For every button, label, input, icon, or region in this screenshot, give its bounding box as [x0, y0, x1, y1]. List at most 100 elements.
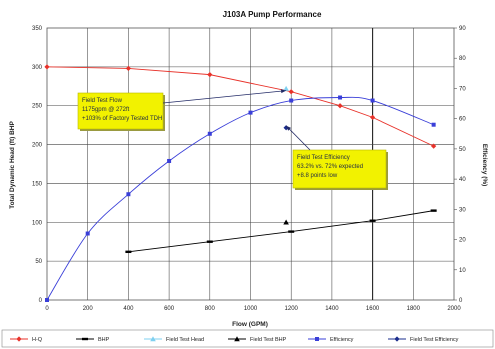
- legend-marker: [234, 336, 240, 342]
- legend-label: Field Test Efficiency: [410, 337, 459, 343]
- x-tick-label: 400: [123, 306, 134, 312]
- data-point-efficiency: [45, 298, 49, 302]
- legend-item-field-test-head: Field Test Head: [144, 336, 204, 343]
- x-tick-label: 0: [45, 306, 49, 312]
- annotation-arrowhead: [280, 89, 287, 94]
- data-point-efficiency: [167, 158, 172, 163]
- series-line-efficiency: [46, 96, 434, 301]
- data-point-h-q: [288, 89, 294, 95]
- y-axis-left-title: Total Dynamic Head (ft) BHP: [9, 121, 16, 209]
- y-left-tick-label: 350: [32, 26, 43, 32]
- data-point-efficiency: [370, 98, 375, 103]
- data-point-bhp: [430, 209, 437, 212]
- y-left-tick-label: 250: [32, 104, 43, 110]
- legend-marker: [16, 336, 22, 342]
- legend-label: Field Test Head: [166, 337, 204, 343]
- x-tick-label: 1000: [244, 306, 258, 312]
- annotation-box: [77, 92, 164, 130]
- legend-label: BHP: [98, 337, 110, 343]
- data-point-h-q: [431, 143, 437, 149]
- chart-title: J103A Pump Performance: [223, 10, 322, 19]
- series-field-test-head: [283, 85, 289, 91]
- y-right-tick-label: 30: [459, 207, 466, 213]
- legend-item-field-test-bhp: Field Test BHP: [228, 336, 287, 343]
- annotation-arrow: [162, 90, 287, 104]
- data-point-efficiency: [289, 98, 294, 103]
- data-point-efficiency: [85, 231, 90, 236]
- x-tick-label: 1400: [325, 306, 339, 312]
- data-point-efficiency: [338, 95, 343, 100]
- annotation-callout: Field Test Efficiency 63.2% vs. 72% expec…: [285, 125, 388, 190]
- y-right-tick-label: 20: [459, 238, 466, 244]
- annotation-text: +8.8 points low: [297, 173, 338, 179]
- y-right-tick-label: 90: [459, 26, 466, 32]
- data-point-h-q: [370, 114, 376, 120]
- y-axis-right-title: Efficiency (%): [481, 144, 488, 187]
- annotation-arrowhead: [286, 125, 292, 131]
- annotation-text: 63.2% vs. 72% expected: [297, 164, 363, 170]
- y-right-tick-label: 10: [459, 268, 466, 274]
- y-right-tick-label: 40: [459, 177, 466, 183]
- y-right-tick-label: 80: [459, 56, 466, 62]
- annotations: Field Test Flow 1175gpm @ 272ft +103% of F…: [77, 89, 388, 190]
- annotation-text: Field Test Efficiency: [297, 155, 350, 161]
- data-point-bhp: [206, 240, 213, 243]
- legend-item-h-q: H-Q: [10, 336, 43, 343]
- x-tick-label: 800: [205, 306, 216, 312]
- data-point-h-q: [125, 65, 131, 72]
- legend-label: Efficiency: [330, 337, 354, 343]
- data-point-h-q: [44, 64, 50, 70]
- series-efficiency: [45, 95, 436, 302]
- y-right-tick-label: 0: [459, 298, 463, 304]
- y-left-tick-label: 100: [32, 220, 43, 226]
- annotation-text: Field Test Flow: [82, 98, 123, 104]
- legend-marker: [394, 336, 400, 342]
- axis-ticks: 0 200 400 600 800 1000 1200 1400 1600 1800 2000050…: [32, 26, 466, 312]
- data-point-field-test-head: [283, 85, 289, 91]
- annotation-text: 1175gpm @ 272ft: [82, 107, 130, 113]
- x-tick-label: 1800: [407, 306, 421, 312]
- x-tick-label: 2000: [447, 306, 461, 312]
- data-point-bhp: [369, 219, 376, 222]
- data-point-h-q: [337, 103, 343, 109]
- data-point-bhp: [125, 250, 132, 254]
- x-tick-label: 600: [164, 306, 175, 312]
- y-left-tick-label: 300: [32, 65, 43, 71]
- annotation-text: +103% of Factory Tested TDH: [82, 116, 162, 122]
- data-point-efficiency: [207, 131, 212, 136]
- data-point-field-test-efficiency: [283, 125, 289, 131]
- legend-marker: [315, 337, 319, 341]
- data-point-field-test-bhp: [283, 219, 289, 225]
- series-field-test-bhp: [283, 219, 289, 225]
- legend: H-Q BHP Field Test Head Field Test BHP Effic…: [10, 336, 459, 343]
- annotation-box: [292, 149, 387, 189]
- legend-box: [1, 329, 494, 348]
- annotation-callout: Field Test Flow 1175gpm @ 272ft +103% of F…: [77, 89, 287, 131]
- data-point-efficiency: [248, 110, 253, 115]
- legend-label: Field Test BHP: [250, 337, 287, 343]
- series-field-test-efficiency: [283, 125, 289, 131]
- series-bhp: [125, 209, 437, 254]
- y-right-tick-label: 60: [459, 117, 466, 123]
- x-tick-label: 1200: [285, 306, 299, 312]
- y-left-tick-label: 50: [35, 259, 42, 265]
- legend-item-bhp: BHP: [76, 337, 110, 343]
- x-tick-label: 1600: [366, 306, 380, 312]
- data-point-efficiency: [126, 192, 131, 197]
- data-point-bhp: [288, 230, 295, 233]
- legend-item-field-test-efficiency: Field Test Efficiency: [388, 336, 459, 343]
- y-right-tick-label: 70: [459, 86, 466, 92]
- legend-item-efficiency: Efficiency: [308, 337, 354, 343]
- annotation-arrow: [285, 125, 311, 151]
- y-left-tick-label: 0: [39, 298, 43, 304]
- series-layer: [44, 64, 437, 302]
- y-left-tick-label: 150: [32, 181, 43, 187]
- y-left-tick-label: 200: [32, 143, 43, 149]
- legend-label: H-Q: [32, 337, 43, 343]
- legend-marker: [150, 336, 156, 342]
- y-right-tick-label: 50: [459, 147, 466, 153]
- legend-marker: [82, 337, 88, 341]
- x-tick-label: 200: [83, 306, 94, 312]
- data-point-efficiency: [431, 122, 436, 127]
